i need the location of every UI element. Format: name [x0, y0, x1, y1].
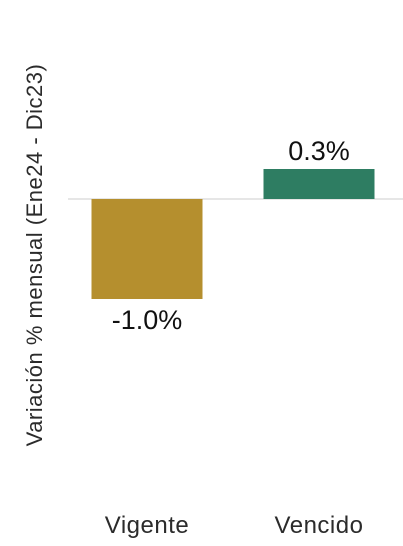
- x-tick-label-vigente: Vigente: [105, 512, 189, 539]
- value-labels-group: -1.0% 0.3%: [112, 136, 350, 335]
- category-labels-group: Vigente Vencido: [105, 512, 364, 539]
- data-label-vigente: -1.0%: [112, 305, 183, 335]
- bar-vigente: [91, 199, 203, 299]
- y-axis-label-group: Variación % mensual (Ene24 - Dic23): [22, 64, 47, 447]
- bar-vencido: [263, 169, 375, 199]
- y-axis-label: Variación % mensual (Ene24 - Dic23): [22, 64, 47, 447]
- data-label-vencido: 0.3%: [288, 136, 350, 166]
- bars-group: [91, 169, 375, 299]
- x-tick-label-vencido: Vencido: [275, 512, 364, 539]
